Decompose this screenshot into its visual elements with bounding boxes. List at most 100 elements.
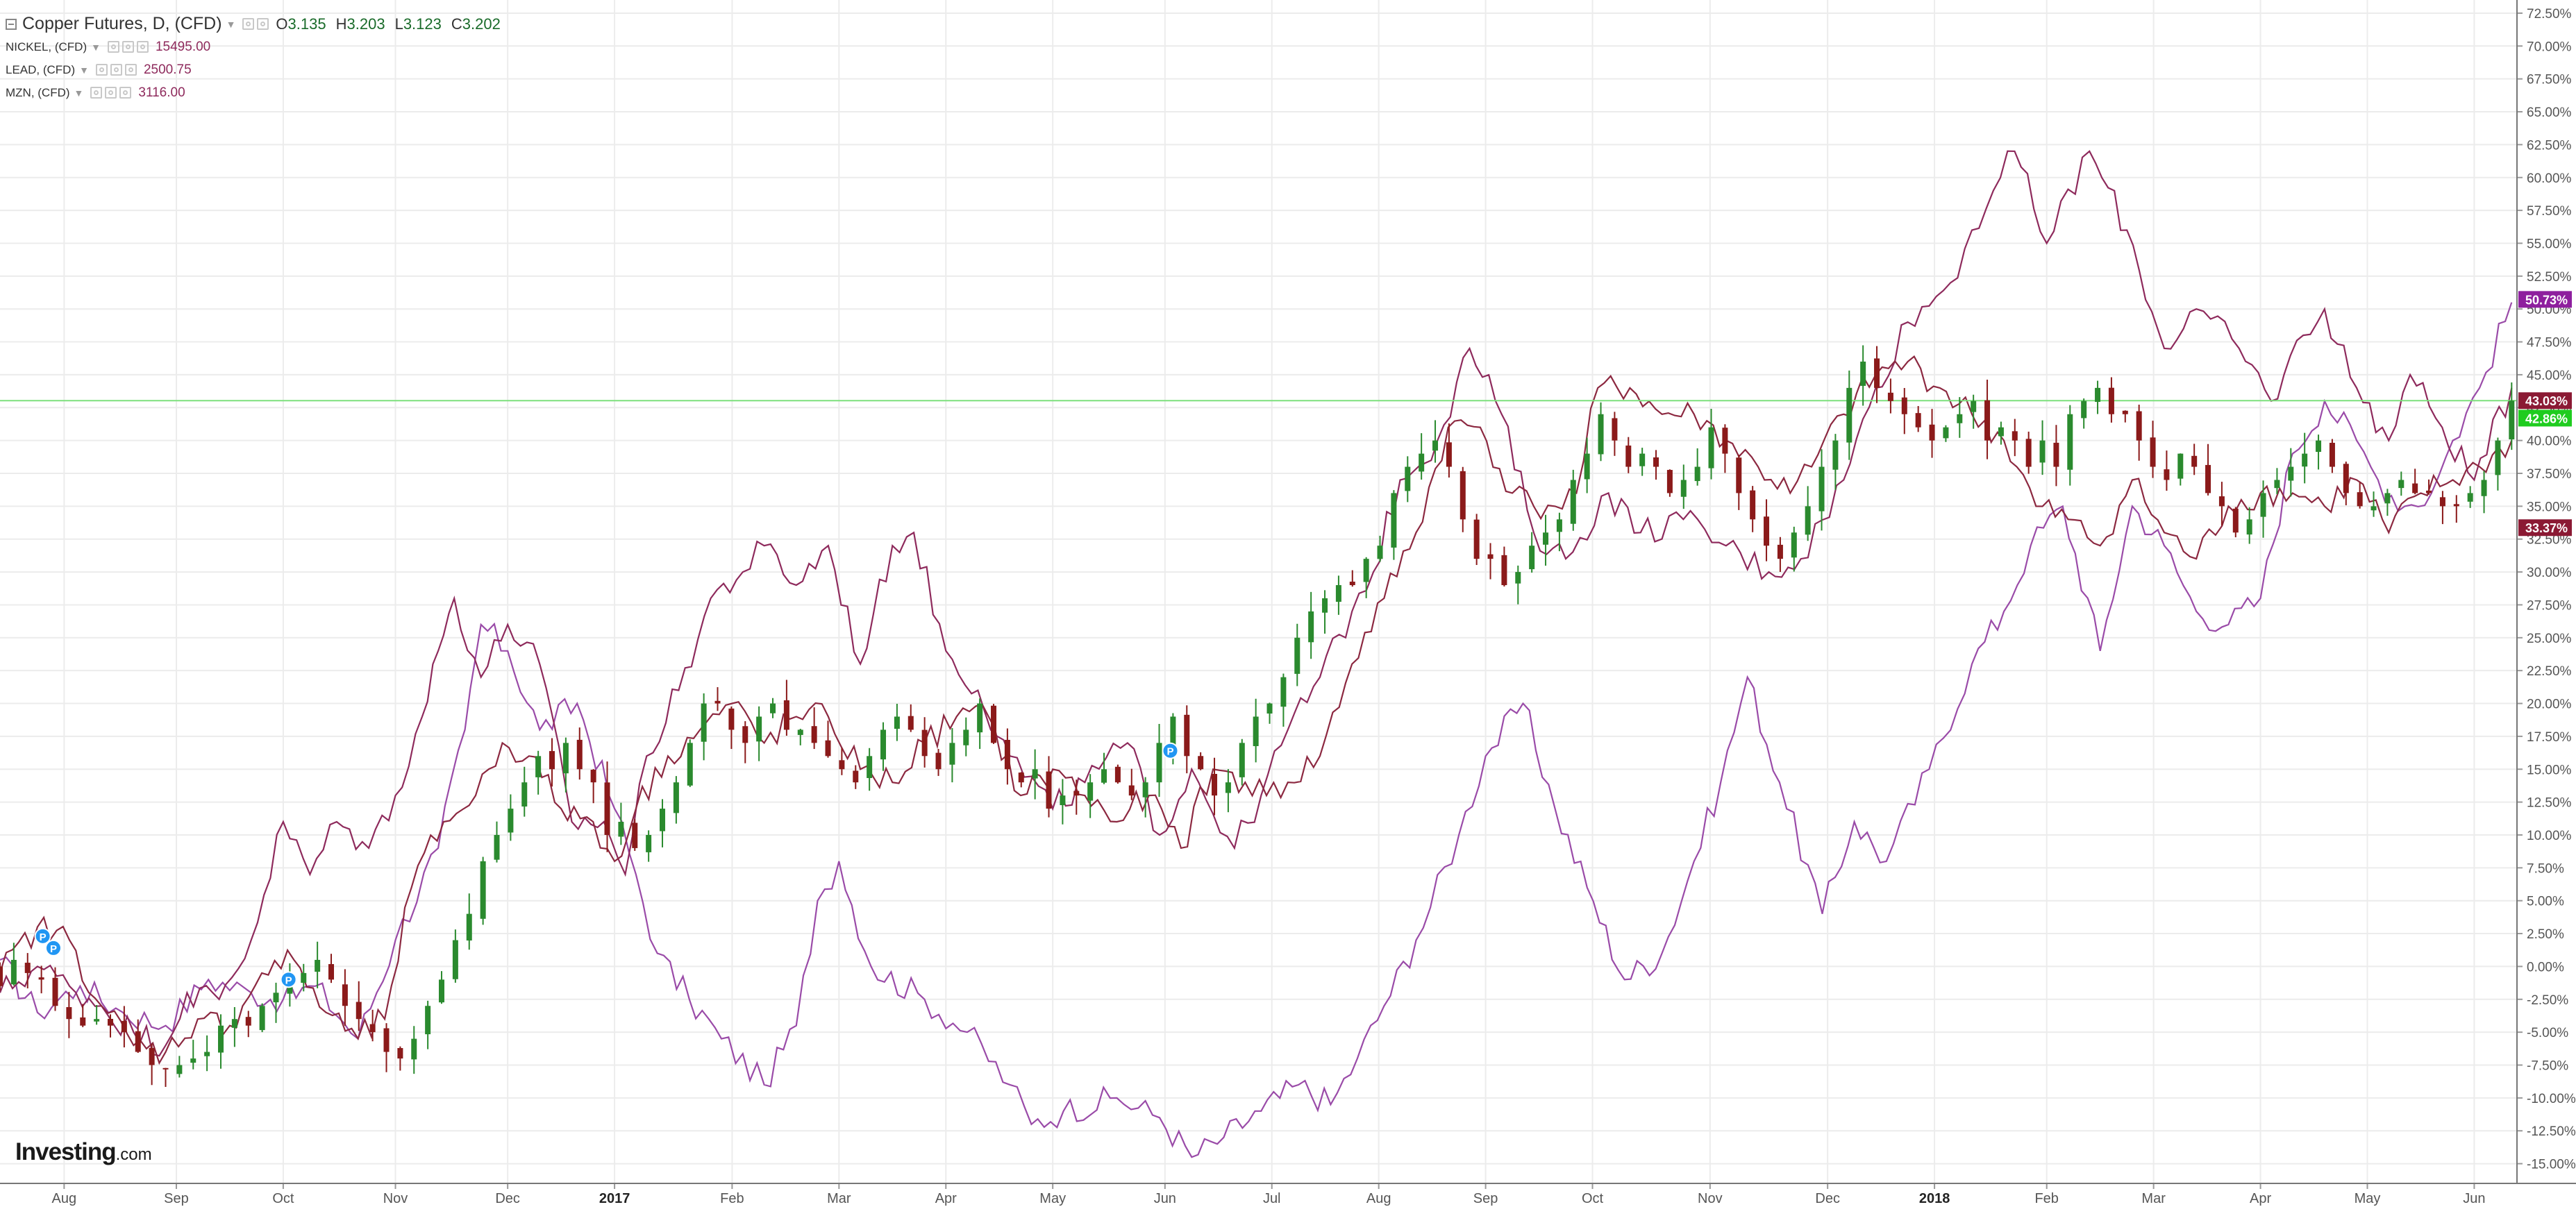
close-icon[interactable] [136, 41, 149, 53]
candle-up [2495, 440, 2501, 475]
candle-up [2467, 493, 2473, 502]
candle-down [1666, 470, 1673, 493]
y-tick-label: -5.00% [2527, 1026, 2568, 1040]
collapse-legend-icon[interactable] [6, 18, 17, 30]
visibility-icon[interactable] [257, 18, 269, 30]
close-icon[interactable] [124, 64, 137, 76]
candle-up [1170, 716, 1176, 747]
candle-up [273, 993, 279, 1003]
settings-icon[interactable] [95, 64, 108, 76]
price-badge-label: 50.73% [2525, 293, 2568, 307]
legend-main-icons [242, 18, 269, 30]
candle-up [756, 716, 762, 742]
candle-up [2067, 414, 2073, 470]
visibility-icon[interactable] [105, 87, 117, 99]
candle-up [2095, 387, 2101, 403]
pivot-label: P [40, 931, 47, 943]
chevron-down-icon[interactable]: ▼ [74, 87, 84, 99]
candle-down [1653, 457, 1659, 467]
legend-nickel-label[interactable]: NICKEL, (CFD) [6, 40, 87, 53]
candle-down [52, 977, 58, 1006]
legend-row-nickel: NICKEL, (CFD) ▼ 15495.00 [6, 35, 510, 58]
candle-down [80, 1017, 86, 1026]
candle-up [10, 959, 17, 985]
candle-up [1432, 440, 1439, 451]
settings-icon[interactable] [242, 18, 255, 30]
candle-up [1680, 480, 1687, 497]
candle-up [1294, 637, 1300, 674]
legend-mzn-label[interactable]: MZN, (CFD) [6, 85, 70, 99]
chevron-down-icon[interactable]: ▼ [91, 41, 101, 53]
candle-up [425, 1006, 431, 1035]
candle-up [480, 861, 486, 919]
candle-down [935, 752, 942, 770]
candle-down [2205, 464, 2211, 493]
candle-down [383, 1028, 390, 1052]
candle-up [1846, 387, 1852, 443]
x-tick-label: Aug [1366, 1191, 1391, 1206]
candle-up [1805, 506, 1811, 535]
candle-down [1887, 392, 1893, 401]
legend-mzn-value: 3116.00 [138, 85, 185, 100]
candle-down [342, 984, 348, 1006]
candle-up [1156, 743, 1162, 783]
investing-logo: Investing.com [15, 1138, 152, 1166]
candle-up [1708, 427, 1714, 469]
candle-up [2177, 453, 2184, 479]
candle-down [1198, 756, 1204, 770]
y-tick-label: 20.00% [2527, 698, 2572, 712]
close-icon[interactable] [119, 87, 132, 99]
x-tick-label: Mar [2141, 1191, 2166, 1206]
y-tick-label: 25.00% [2527, 632, 2572, 646]
legend-lead-label[interactable]: LEAD, (CFD) [6, 62, 76, 76]
candle-down [108, 1018, 114, 1026]
candle-up [977, 703, 983, 733]
y-tick-label: 7.50% [2527, 861, 2564, 876]
ohlc-open-value: 3.135 [287, 15, 326, 33]
candle-down [604, 782, 610, 835]
candle-down [1929, 424, 1935, 441]
settings-icon[interactable] [107, 41, 119, 53]
candle-down [549, 751, 555, 770]
candle-down [2108, 387, 2114, 414]
candle-up [2384, 493, 2391, 504]
candle-up [1280, 677, 1287, 707]
candle-down [369, 1024, 376, 1033]
candle-down [2329, 442, 2335, 467]
legend-lead-value: 2500.75 [143, 62, 192, 77]
settings-icon[interactable] [90, 87, 103, 99]
candle-down [2343, 464, 2349, 493]
legend-main-label[interactable]: Copper Futures, D, (CFD) [22, 14, 222, 33]
candle-down [162, 1067, 169, 1070]
candle-up [2288, 466, 2294, 481]
candle-up [521, 782, 528, 807]
visibility-icon[interactable] [110, 64, 122, 76]
candle-down [714, 700, 721, 704]
candle-up [687, 743, 693, 786]
visibility-icon[interactable] [122, 41, 134, 53]
chevron-down-icon[interactable]: ▼ [79, 64, 89, 76]
candle-up [1998, 427, 2004, 437]
candle-up [1543, 532, 1549, 545]
candle-down [2025, 439, 2032, 467]
chevron-down-icon[interactable]: ▼ [226, 18, 236, 30]
candle-down [1901, 397, 1907, 414]
y-tick-label: -2.50% [2527, 993, 2568, 1008]
candle-up [880, 729, 887, 760]
candle-down [2232, 508, 2239, 533]
candle-up [535, 756, 542, 777]
x-tick-label: Dec [1815, 1191, 1840, 1206]
candle-up [2398, 480, 2404, 489]
x-tick-label: Mar [827, 1191, 851, 1206]
candle-down [397, 1047, 403, 1059]
ohlc-high-value: 3.203 [346, 15, 385, 33]
candle-up [1584, 453, 1590, 480]
x-tick-label: Nov [383, 1191, 408, 1206]
candle-down [1984, 400, 1991, 441]
candle-up [1943, 427, 1949, 439]
candle-up [1377, 546, 1383, 559]
candle-up [1308, 611, 1314, 643]
candle-down [1349, 582, 1355, 586]
